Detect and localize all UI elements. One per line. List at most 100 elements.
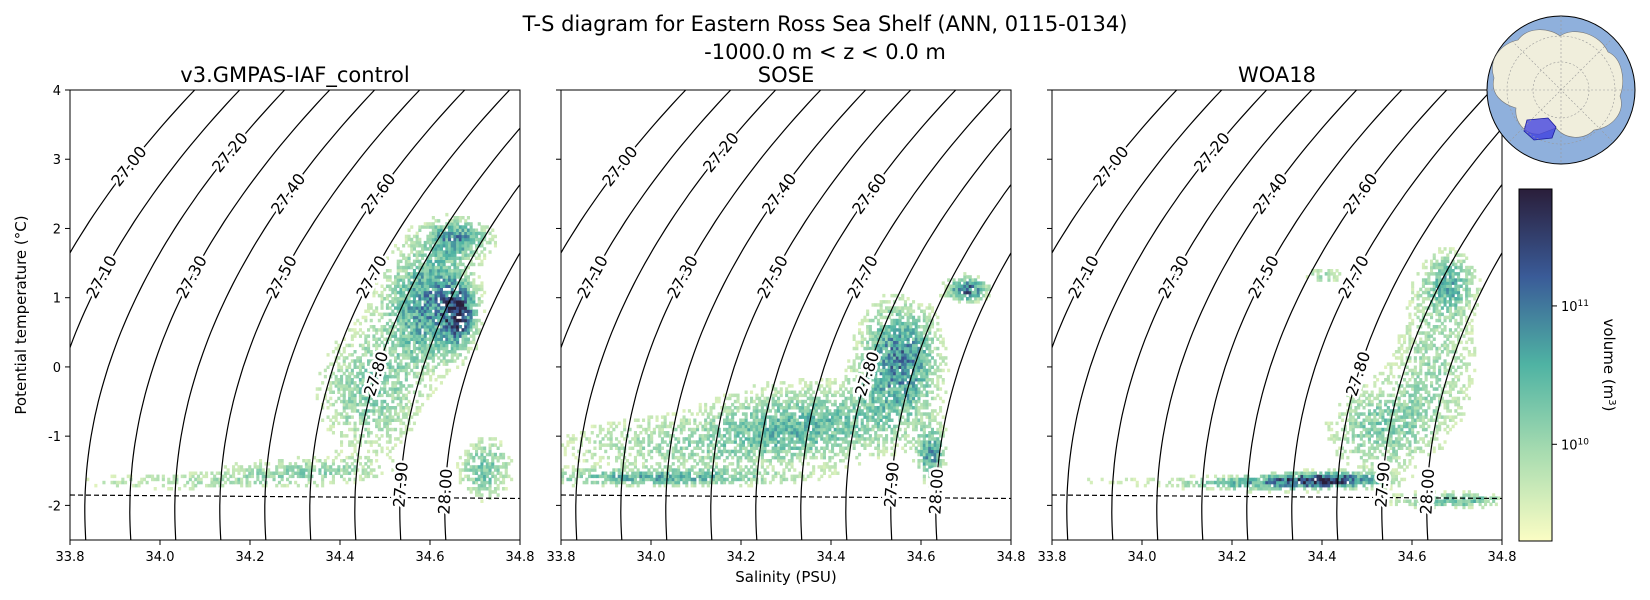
histogram-cell [323,396,327,401]
histogram-cell [348,393,352,398]
histogram-cell [242,468,246,472]
histogram-cell [383,381,387,385]
histogram-cell [760,446,764,450]
histogram-cell [421,244,425,248]
histogram-cell [893,409,897,413]
histogram-cell [725,412,729,416]
histogram-cell [679,462,683,466]
histogram-cell [399,325,403,329]
histogram-cell [879,337,883,341]
histogram-cell [747,424,751,429]
histogram-cell [760,402,764,407]
histogram-cell [588,471,592,475]
histogram-cell [283,483,287,488]
histogram-cell [442,275,446,279]
histogram-cell [836,443,840,447]
histogram-cell [396,412,400,416]
histogram-cell [833,440,837,444]
histogram-cell [456,353,460,357]
histogram-cell [863,402,867,407]
histogram-cell [499,452,503,457]
histogram-cell [914,418,918,422]
histogram-cell [771,402,775,407]
histogram-cell [302,459,306,463]
histogram-cell [766,440,770,444]
histogram-cell [358,381,362,385]
histogram-cell [437,356,441,360]
histogram-cell [831,412,835,416]
histogram-cell [472,480,476,485]
histogram-cell [885,337,889,341]
histogram-cell [790,434,794,438]
histogram-cell [337,378,341,382]
histogram-cell [380,359,384,363]
histogram-cell [453,297,457,301]
histogram-cell [237,480,241,485]
histogram-cell [421,350,425,354]
histogram-cell [429,346,433,351]
histogram-cell [402,393,406,398]
histogram-cell [391,346,395,351]
histogram-cell [917,449,921,454]
histogram-cell [623,427,627,432]
histogram-cell [483,309,487,313]
histogram-cell [858,331,862,335]
histogram-cell [410,244,414,248]
histogram-cell [723,402,727,407]
histogram-cell [477,474,481,479]
histogram-cell [464,306,468,310]
histogram-cell [860,437,864,441]
histogram-cell [712,468,716,472]
histogram-cell [404,309,408,313]
histogram-cell [739,468,743,472]
histogram-cell [898,343,902,348]
histogram-cell [793,468,797,472]
histogram-cell [469,234,473,239]
histogram-cell [375,381,379,385]
histogram-cell [596,434,600,438]
histogram-cell [774,471,778,475]
histogram-cell [383,350,387,354]
histogram-cell [461,468,465,472]
histogram-cell [879,409,883,413]
histogram-cell [480,231,484,236]
histogram-cell [493,240,497,245]
histogram-cell [442,318,446,323]
histogram-cell [380,325,384,329]
histogram-cell [402,412,406,416]
histogram-cell [687,440,691,444]
histogram-cell [450,240,454,245]
histogram-cell [566,440,570,444]
histogram-cell [763,443,767,447]
histogram-cell [901,359,905,363]
histogram-cell [801,443,805,447]
histogram-cell [760,449,764,454]
histogram-cell [741,443,745,447]
histogram-cell [871,390,875,394]
histogram-cell [407,331,411,335]
histogram-cell [647,474,651,479]
histogram-cell [752,406,756,410]
histogram-cell [885,334,889,338]
histogram-cell [801,387,805,391]
histogram-cell [909,406,913,410]
histogram-cell [782,455,786,460]
histogram-cell [655,449,659,454]
histogram-cell [361,315,365,320]
histogram-cell [893,399,897,404]
histogram-cell [874,365,878,369]
histogram-cell [399,399,403,404]
histogram-cell [383,378,387,382]
histogram-cell [483,290,487,295]
histogram-cell [604,449,608,454]
histogram-cell [760,440,764,444]
histogram-cell [431,247,435,251]
histogram-cell [480,244,484,248]
histogram-cell [809,446,813,450]
histogram-cell [912,443,916,447]
histogram-cell [477,483,481,488]
histogram-cell [871,396,875,401]
histogram-cell [609,431,613,435]
histogram-cell [709,412,713,416]
histogram-cell [353,365,357,369]
